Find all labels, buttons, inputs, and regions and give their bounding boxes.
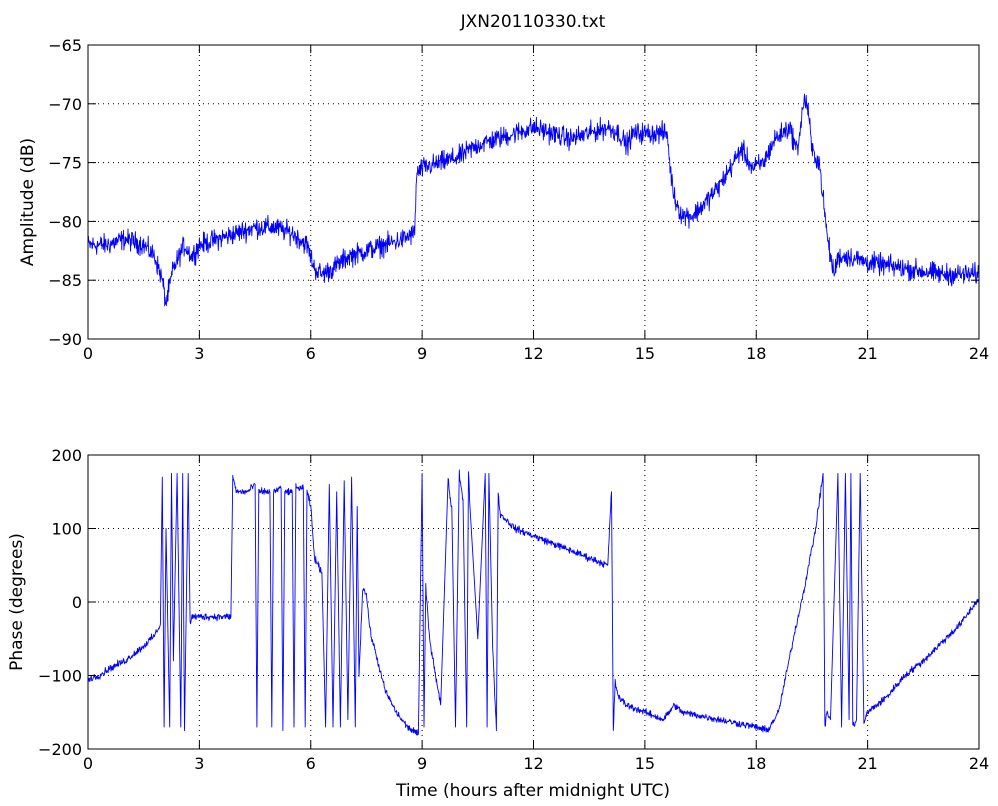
chart-title: JXN20110330.txt <box>460 12 606 32</box>
phase-series-line <box>87 469 980 736</box>
phase-xtick-label: 0 <box>83 754 93 773</box>
amplitude-ytick-label: −75 <box>48 154 82 173</box>
phase-ticks <box>87 454 980 750</box>
x-axis-label: Time (hours after midnight UTC) <box>395 781 670 801</box>
phase-xtick-label: 15 <box>635 754 655 773</box>
phase-chart: −200 −100 0 100 200 0 3 6 9 12 15 18 21 24 Phase (de… <box>7 446 989 801</box>
amplitude-xtick-label: 12 <box>523 344 543 363</box>
amplitude-ytick-label: −80 <box>48 212 82 231</box>
phase-xtick-label: 21 <box>857 754 877 773</box>
amplitude-xtick-label: 24 <box>969 344 989 363</box>
amplitude-xtick-label: 21 <box>857 344 877 363</box>
amplitude-xtick-label: 6 <box>306 344 316 363</box>
phase-plot-area <box>87 469 980 736</box>
phase-xtick-label: 18 <box>746 754 766 773</box>
phase-xtick-label: 12 <box>523 754 543 773</box>
phase-xtick-label: 9 <box>417 754 427 773</box>
amplitude-chart: JXN20110330.txt −90 −85 −80 −75 −70 −65 0 3 6 9 1… <box>18 12 989 363</box>
amplitude-series-line <box>87 93 980 307</box>
amplitude-ytick-label: −70 <box>48 95 82 114</box>
amplitude-xtick-label: 0 <box>83 344 93 363</box>
amplitude-grid <box>88 45 979 339</box>
phase-xtick-label: 6 <box>306 754 316 773</box>
amplitude-y-axis-label: Amplitude (dB) <box>18 138 38 266</box>
phase-ytick-label: 100 <box>51 520 82 539</box>
phase-xtick-label: 24 <box>969 754 989 773</box>
amplitude-ticks <box>87 44 980 340</box>
phase-ytick-label: 0 <box>72 593 82 612</box>
phase-ytick-labels: −200 −100 0 100 200 <box>38 446 82 759</box>
phase-ytick-label: −100 <box>38 667 82 686</box>
phase-xtick-label: 3 <box>194 754 204 773</box>
amplitude-ytick-label: −90 <box>48 330 82 349</box>
amplitude-xtick-label: 18 <box>746 344 766 363</box>
amplitude-xtick-label: 9 <box>417 344 427 363</box>
amplitude-ytick-labels: −90 −85 −80 −75 −70 −65 <box>48 36 82 349</box>
phase-xtick-labels: 0 3 6 9 12 15 18 21 24 <box>83 754 989 773</box>
amplitude-xtick-labels: 0 3 6 9 12 15 18 21 24 <box>83 344 989 363</box>
phase-grid <box>88 455 979 749</box>
amplitude-xtick-label: 15 <box>635 344 655 363</box>
amplitude-ytick-label: −65 <box>48 36 82 55</box>
phase-ytick-label: 200 <box>51 446 82 465</box>
amplitude-ytick-label: −85 <box>48 271 82 290</box>
phase-ytick-label: −200 <box>38 740 82 759</box>
amplitude-xtick-label: 3 <box>194 344 204 363</box>
phase-y-axis-label: Phase (degrees) <box>7 533 27 671</box>
amplitude-plot-area <box>87 93 980 307</box>
